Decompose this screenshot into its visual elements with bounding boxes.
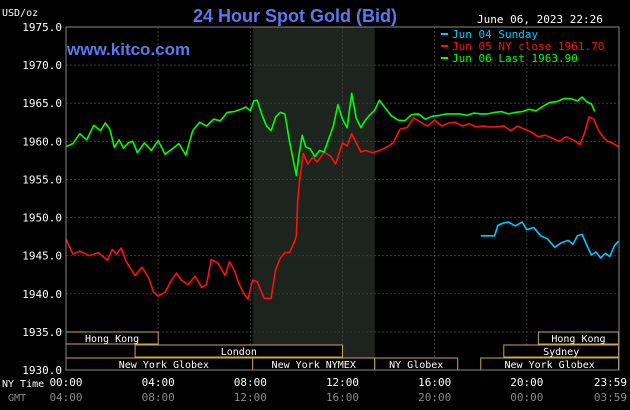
session-label: Sydney [543, 347, 579, 358]
y-tick-label: 1970.0 [22, 59, 62, 72]
y-tick-label: 1945.0 [22, 250, 62, 263]
x-tick-label-ny: 12:00 [326, 376, 359, 389]
series-line-jun06 [65, 92, 596, 177]
session-label: New York NYMEX [272, 360, 356, 371]
x-tick-label-gmt: 00:00 [510, 391, 543, 404]
x-axis: 00:00 04:00 04:00 08:00 08:00 12:00 12:00 16:00… [49, 376, 627, 404]
x-tick-label-ny: 20:00 [510, 376, 543, 389]
y-tick-label: 1940.0 [22, 288, 62, 301]
y-tick-label: 1965.0 [22, 97, 62, 110]
x-row-label-ny: NY Time [2, 379, 44, 390]
x-row-label-gmt: GMT [8, 393, 26, 404]
market-sessions: Hong Kong London New York Globex New York N… [65, 331, 620, 371]
x-tick-label-gmt: 08:00 [142, 391, 175, 404]
y-unit-label: USD/oz [2, 8, 38, 19]
x-tick-label-ny: 08:00 [234, 376, 267, 389]
session-box [134, 344, 343, 358]
session-label: New York Globex [504, 360, 594, 371]
session-label: NY Globex [389, 360, 443, 371]
x-tick-label-gmt: 16:00 [326, 391, 359, 404]
y-tick-label: 1955.0 [22, 173, 62, 186]
x-tick-label-gmt: 03:59 [594, 391, 627, 404]
chart-title: 24 Hour Spot Gold (Bid) [193, 6, 397, 26]
session-label: New York Globex [119, 360, 209, 371]
y-tick-label: 1950.0 [22, 212, 62, 225]
x-tick-label-ny: 16:00 [418, 376, 451, 389]
source-label: www.kitco.com [66, 40, 190, 59]
legend-entry-jun04: Jun 04 Sunday [452, 28, 538, 41]
y-tick-label: 1975.0 [22, 21, 62, 34]
legend-entry-jun05: Jun 05 NY close 1961.70 [452, 40, 604, 53]
session-label: Hong Kong [551, 334, 605, 345]
y-axis: 1975.0 1970.0 1965.0 1960.0 1955.0 1950.0 1945… [22, 21, 62, 377]
legend-entry-jun06: Jun 06 Last 1963.90 [452, 52, 578, 65]
nymex-session-band [252, 27, 375, 370]
session-label: Hong Kong [85, 334, 139, 345]
y-tick-label: 1960.0 [22, 135, 62, 148]
x-tick-label-gmt: 04:00 [49, 391, 82, 404]
timestamp: June 06, 2023 22:26 [477, 13, 603, 26]
y-tick-label: 1935.0 [22, 326, 62, 339]
legend: Jun 04 Sunday Jun 05 NY close 1961.70 Ju… [441, 28, 604, 65]
y-tick-label: 1930.0 [22, 364, 62, 377]
x-tick-label-gmt: 20:00 [418, 391, 451, 404]
x-tick-label-ny: 04:00 [142, 376, 175, 389]
x-tick-label-ny: 00:00 [49, 376, 82, 389]
series-line-jun04 [480, 221, 620, 259]
x-tick-label-ny: 23:59 [594, 376, 627, 389]
x-tick-label-gmt: 12:00 [234, 391, 267, 404]
price-lines [65, 92, 620, 300]
series-line-jun05 [65, 116, 619, 300]
plot-frame [65, 26, 620, 371]
session-label: London [221, 347, 257, 358]
